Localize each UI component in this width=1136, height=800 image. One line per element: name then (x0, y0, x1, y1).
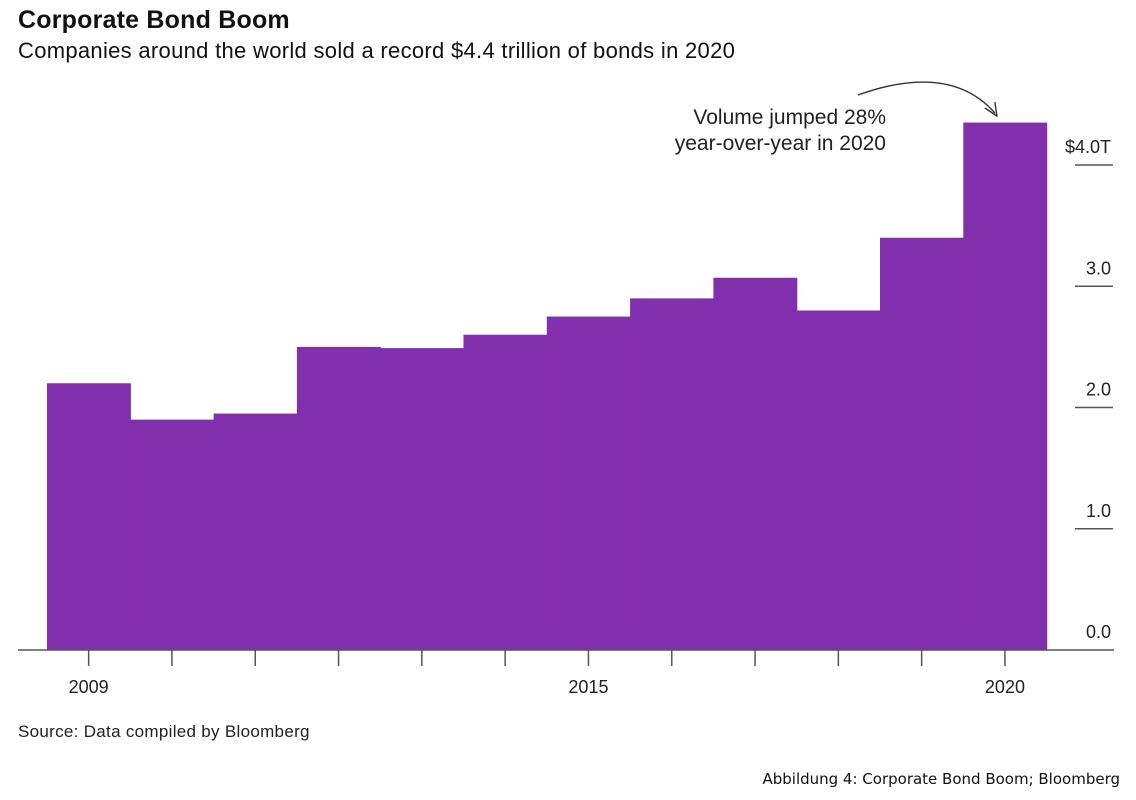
y-tick-label: $4.0T (1065, 137, 1111, 157)
x-ticks-group: 2009 2015 2020 (69, 650, 1025, 697)
bar-2020 (963, 122, 1048, 650)
bar-2012 (296, 346, 381, 651)
bar-2014 (463, 334, 548, 650)
source-note: Source: Data compiled by Bloomberg (18, 722, 310, 741)
y-tick-label: 1.0 (1086, 501, 1111, 521)
annotation-arrow (857, 81, 996, 114)
chart-title: Corporate Bond Boom (18, 6, 290, 34)
bar-2011 (213, 413, 298, 650)
bar-2009 (47, 383, 131, 650)
y-tick-label: 3.0 (1086, 258, 1111, 278)
bar-2019 (880, 237, 964, 650)
bars-group (47, 122, 1048, 651)
chart-subtitle: Companies around the world sold a record… (18, 38, 736, 63)
x-tick-label: 2020 (985, 677, 1025, 697)
bar-2017 (713, 277, 798, 650)
annotation-text: Volume jumped 28% (693, 106, 886, 129)
annotation: Volume jumped 28% year-over-year in 2020 (675, 81, 998, 155)
bar-2013 (380, 348, 465, 650)
bar-2010 (130, 419, 215, 651)
bar-2015 (546, 316, 631, 650)
bar-2016 (630, 298, 714, 651)
y-tick-label: 0.0 (1086, 622, 1111, 642)
x-tick-label: 2009 (69, 677, 109, 697)
y-ticks-group: 0.0 1.0 2.0 3.0 $4.0T (1065, 137, 1113, 642)
figure-caption: Abbildung 4: Corporate Bond Boom; Bloomb… (762, 770, 1120, 788)
annotation-text: year-over-year in 2020 (675, 132, 886, 155)
y-tick-label: 2.0 (1086, 380, 1111, 400)
annotation-arrowhead (984, 101, 998, 118)
x-tick-label: 2015 (568, 677, 608, 697)
bar-2018 (796, 310, 881, 650)
